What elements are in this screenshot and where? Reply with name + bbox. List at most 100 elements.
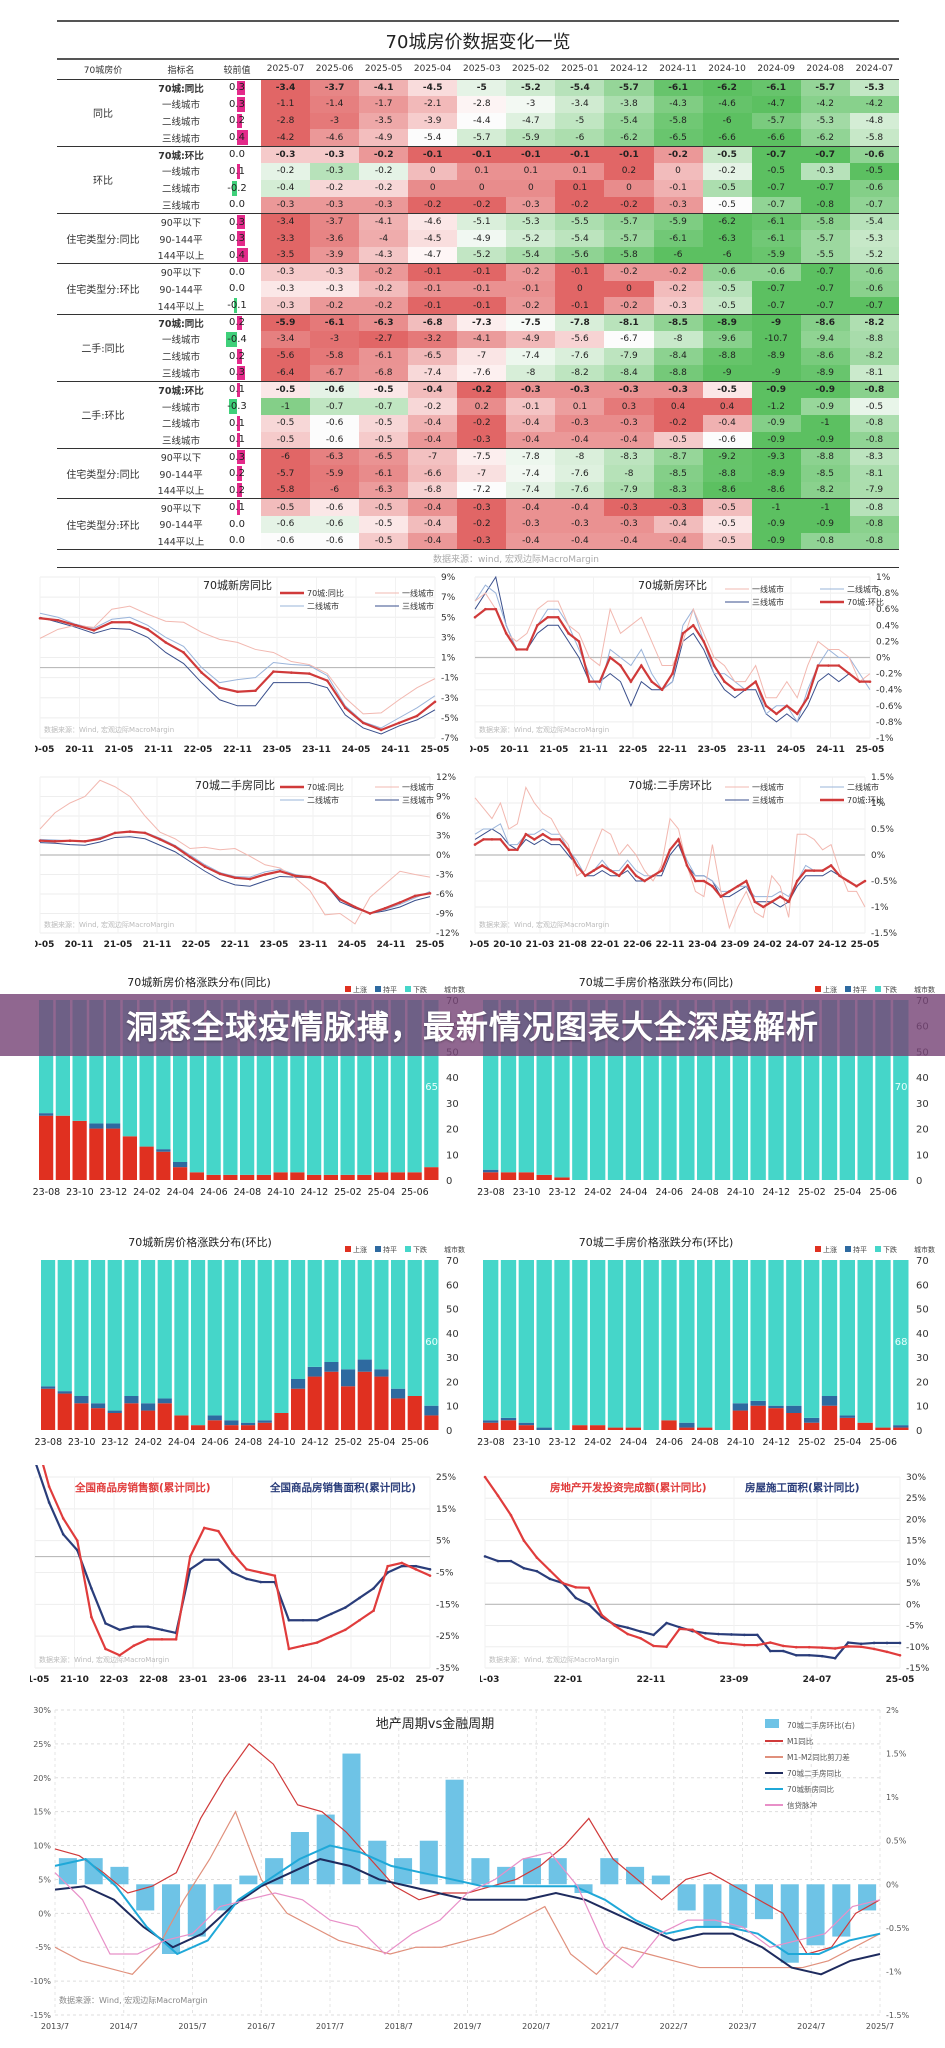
bar-segment bbox=[307, 1376, 322, 1430]
value-cell: -0.5 bbox=[751, 162, 801, 180]
value-cell: -0.1 bbox=[506, 398, 556, 415]
value-cell: -0.7 bbox=[751, 179, 801, 197]
bar-segment bbox=[257, 1260, 272, 1421]
bar-segment bbox=[729, 1884, 748, 1928]
prev-change-value: 0.0 bbox=[229, 283, 245, 295]
y-tick-label: 10 bbox=[446, 1150, 459, 1161]
bar-segment bbox=[357, 1371, 372, 1430]
value-cell: -4.5 bbox=[408, 230, 458, 247]
chart-second-dist-mom: 70 60 50 40 30 20 10 0 23-08 23-10 23-12 24-02 24-04… bbox=[470, 1230, 940, 1455]
value-cell: -8.6 bbox=[800, 347, 850, 365]
indicator-name: 三线城市 bbox=[161, 368, 200, 380]
value-cell: -0.5 bbox=[702, 297, 752, 315]
prev-change-value: -0.3 bbox=[227, 401, 247, 413]
legend-item: 上涨 bbox=[353, 1245, 367, 1254]
bar-segment bbox=[391, 1260, 406, 1389]
x-tick-label: 24-04 bbox=[167, 1187, 195, 1198]
table-row: 三线城市 0.1 -0.5 -0.6 -0.5 -0.4 -0.3 -0.4 -0.4 -0.4-… bbox=[57, 431, 899, 449]
indicator-name: 90-144平 bbox=[159, 284, 203, 296]
column-header: 2025-02 bbox=[506, 60, 556, 80]
value-cell: -0.5 bbox=[702, 380, 752, 399]
bar-segment bbox=[74, 1260, 89, 1396]
value-cell: -5.7 bbox=[604, 230, 654, 247]
value-cell: -0.2 bbox=[457, 515, 507, 533]
prev-change-bar bbox=[237, 432, 240, 448]
bar-segment bbox=[407, 1260, 422, 1396]
bar-segment bbox=[91, 1403, 106, 1409]
value-cell: -0.3 bbox=[653, 498, 703, 516]
x-tick-label: 22-05 bbox=[184, 745, 213, 755]
bar-segment bbox=[324, 1362, 339, 1372]
bar-segment bbox=[445, 1779, 464, 1885]
x-tick-label: 21-03 bbox=[526, 940, 555, 950]
value-cell: -7.4 bbox=[408, 364, 458, 382]
x-tick-label: 24-08 bbox=[234, 1187, 262, 1198]
value-cell: -7.9 bbox=[604, 482, 654, 499]
x-tick-label: 24-07 bbox=[803, 1675, 832, 1685]
x-tick-label: 20-11 bbox=[65, 745, 94, 755]
value-cell: -6.3 bbox=[310, 448, 360, 466]
value-cell: -4.6 bbox=[408, 212, 458, 231]
x-tick-label: 23-12 bbox=[548, 1437, 576, 1448]
bar-segment bbox=[174, 1260, 189, 1416]
value-cell: -0.9 bbox=[751, 431, 801, 449]
legend-item: 全国商品房销售面积(累计同比) bbox=[269, 1481, 416, 1494]
bar-segment bbox=[341, 1386, 356, 1430]
x-tick-label: 23-11 bbox=[737, 745, 766, 755]
table-row: 144平以上 -0.1 -0.3 -0.2 -0.2 -0.1 -0.1 -0.2 -0.1 -0… bbox=[57, 297, 899, 315]
bar-segment bbox=[157, 1398, 172, 1404]
x-tick-label: 24-02 bbox=[584, 1437, 612, 1448]
indicator-name: 70城:同比 bbox=[149, 313, 213, 331]
x-tick-label: 23-08 bbox=[33, 1187, 61, 1198]
bar-segment bbox=[224, 1420, 239, 1426]
value-cell: -0.3 bbox=[261, 145, 311, 163]
bar-segment bbox=[661, 1420, 677, 1430]
prev-change-cell: -0.1 bbox=[213, 297, 261, 314]
value-cell: -6.4 bbox=[261, 364, 311, 382]
indicator-name: 90-144平 bbox=[159, 520, 203, 532]
value-cell: -0.6 bbox=[310, 515, 360, 533]
source-note: 数据来源：Wind, 宏观边际MacroMargin bbox=[59, 1995, 208, 2005]
series-line bbox=[54, 1810, 881, 1976]
value-cell: -0.3 bbox=[653, 297, 703, 315]
bar-segment bbox=[173, 1167, 188, 1180]
bar-segment bbox=[157, 1403, 172, 1430]
value-cell: -6.3 bbox=[359, 482, 409, 499]
prev-change-cell: 0.3 bbox=[213, 230, 261, 247]
value-cell: -0.8 bbox=[849, 515, 899, 533]
bar-segment bbox=[41, 1388, 56, 1430]
prev-change-value: 0.0 bbox=[229, 199, 245, 211]
column-header: 2025-04 bbox=[408, 60, 458, 80]
value-cell: -2.8 bbox=[457, 95, 507, 113]
legend-item: 二线城市 bbox=[307, 795, 339, 805]
y-tick-label: 3% bbox=[436, 832, 451, 842]
bar-segment bbox=[424, 1405, 439, 1416]
prev-change-cell: -0.4 bbox=[213, 331, 261, 348]
value-cell: -0.4 bbox=[702, 414, 752, 432]
value-cell: -0.1 bbox=[555, 145, 605, 163]
y-tick-label: 0 bbox=[446, 1426, 452, 1437]
value-cell: -0.2 bbox=[359, 162, 409, 180]
bar-segment bbox=[554, 1177, 570, 1180]
bar-segment bbox=[187, 1884, 206, 1937]
value-cell: -0.2 bbox=[408, 398, 458, 415]
value-cell: -0.4 bbox=[408, 414, 458, 432]
y-tick-label-right: -1% bbox=[886, 1967, 902, 1976]
x-tick-label: 24-12 bbox=[301, 1437, 329, 1448]
value-cell: -0.2 bbox=[408, 196, 458, 214]
indicator-name: 90-144平 bbox=[159, 469, 203, 481]
prev-change-value: 0.1 bbox=[229, 502, 245, 514]
prev-change-value: 0.2 bbox=[229, 468, 245, 480]
y-tick-label: -5% bbox=[441, 714, 459, 724]
prev-change-cell: 0.1 bbox=[213, 380, 261, 399]
table-row: 90-144平 0.0 -0.6 -0.6 -0.5 -0.4 -0.2 -0.3 -0.3 -0… bbox=[57, 515, 899, 533]
bar-segment bbox=[323, 1174, 338, 1180]
bar-segment bbox=[750, 1400, 766, 1406]
value-cell: -0.7 bbox=[751, 196, 801, 214]
value-cell: -10.7 bbox=[751, 330, 801, 348]
value-cell: -8.4 bbox=[604, 364, 654, 382]
y-axis-label: 城市数 bbox=[914, 985, 935, 994]
y-tick-label-right: -1.5% bbox=[886, 2011, 910, 2020]
prev-change-bar bbox=[237, 113, 243, 129]
value-cell: -6 bbox=[702, 246, 752, 264]
